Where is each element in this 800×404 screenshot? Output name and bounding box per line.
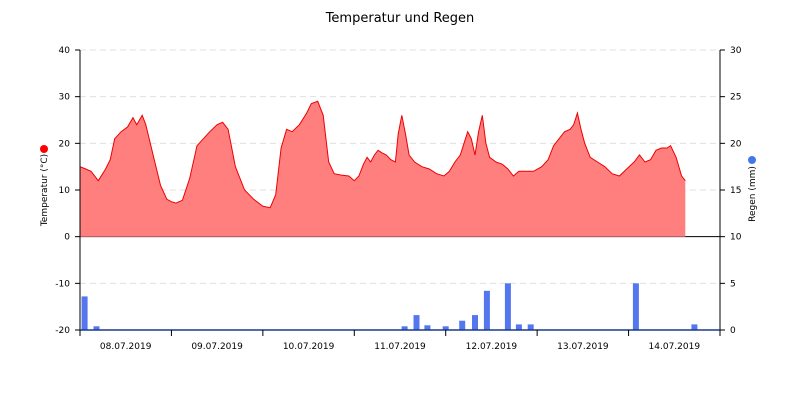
rain-bar	[442, 326, 449, 330]
left-tick-label: -10	[55, 279, 70, 289]
rain-bar	[515, 324, 522, 330]
x-tick-label: 11.07.2019	[374, 342, 426, 352]
left-tick-label: 20	[59, 139, 71, 149]
left-tick-label: -20	[55, 326, 70, 336]
x-tick-label: 12.07.2019	[466, 342, 518, 352]
left-tick-label: 10	[59, 186, 71, 196]
right-tick-label: 5	[730, 279, 736, 289]
rain-bar	[472, 315, 478, 330]
rain-bar	[632, 283, 639, 330]
chart-title: Temperatur und Regen	[325, 11, 475, 26]
rain-bar	[527, 324, 534, 330]
right-tick-label: 10	[730, 233, 742, 243]
right-axis-title: Regen (mm)	[748, 166, 758, 222]
right-axis-ticks: 30 25 20 15 10 5 0	[720, 46, 742, 336]
x-tick-label: 13.07.2019	[557, 342, 609, 352]
x-tick-label: 09.07.2019	[191, 342, 243, 352]
left-tick-label: 0	[64, 233, 70, 243]
x-axis-ticks: 08.07.2019 09.07.2019 10.07.2019 11.07.2019…	[79, 330, 721, 352]
right-tick-label: 30	[730, 46, 742, 56]
right-tick-label: 0	[730, 326, 736, 336]
rain-bars	[81, 283, 698, 330]
right-tick-label: 25	[730, 93, 741, 103]
rain-bar	[424, 325, 431, 330]
temperature-area	[80, 101, 686, 237]
rain-bar	[504, 283, 511, 330]
rain-bar	[459, 320, 466, 330]
x-tick-label: 14.07.2019	[649, 342, 701, 352]
left-tick-label: 40	[59, 46, 71, 56]
left-axis-ticks: 40 30 20 10 0 -10 -20	[55, 46, 80, 336]
rain-bar	[413, 315, 420, 330]
rain-bar	[93, 326, 100, 330]
rain-bar	[401, 326, 408, 330]
right-tick-label: 15	[730, 186, 741, 196]
x-tick-label: 10.07.2019	[283, 342, 335, 352]
temperature-legend-marker	[40, 145, 48, 153]
x-tick-label: 08.07.2019	[100, 342, 152, 352]
left-tick-label: 30	[59, 93, 71, 103]
rain-bar	[691, 324, 698, 330]
right-tick-label: 20	[730, 139, 742, 149]
temperature-line	[79, 100, 686, 209]
left-axis-title: Temperatur (°C)	[40, 154, 50, 227]
rain-legend-marker	[748, 156, 756, 164]
rain-bar	[81, 296, 88, 330]
rain-bar	[483, 290, 490, 330]
